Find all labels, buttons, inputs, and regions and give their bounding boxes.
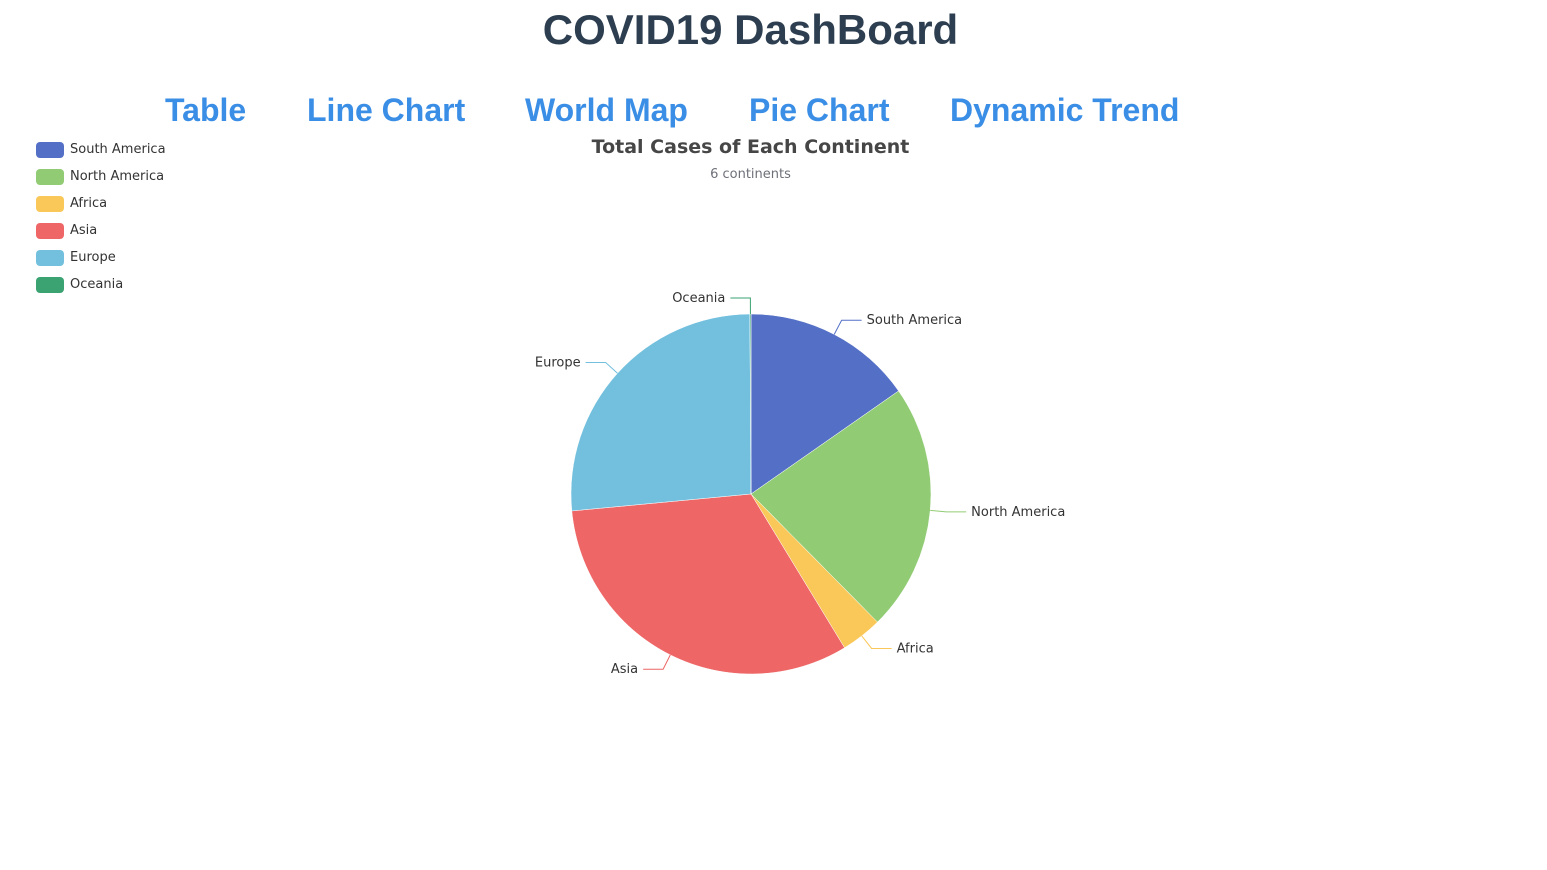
legend-item-south-america[interactable]: South America [36, 136, 166, 163]
page-title: COVID19 DashBoard [542, 6, 959, 53]
main-nav: Table Line Chart World Map Pie Chart Dyn… [0, 90, 1547, 130]
legend-item-africa[interactable]: Africa [36, 190, 166, 217]
legend-label: Europe [70, 250, 116, 265]
legend-swatch [36, 195, 64, 212]
nav-link-world-map[interactable]: World Map [525, 92, 688, 128]
pie-leader-line-asia [643, 654, 671, 670]
pie-leader-line-africa [861, 635, 892, 649]
pie-label-south-america: South America [867, 313, 963, 328]
legend-label: Asia [70, 223, 98, 238]
pie-label-north-america: North America [971, 505, 1065, 520]
pie-leader-line-europe [585, 362, 618, 374]
legend-swatch [36, 276, 64, 293]
legend-label: Oceania [70, 277, 124, 292]
legend-item-oceania[interactable]: Oceania [36, 271, 166, 298]
chart-subtitle: 6 continents [710, 167, 791, 182]
pie-label-africa: Africa [897, 641, 934, 656]
nav-link-line-chart[interactable]: Line Chart [307, 92, 466, 128]
pie-slice-europe[interactable] [570, 313, 752, 512]
legend-item-asia[interactable]: Asia [36, 217, 166, 244]
pie-label-oceania: Oceania [672, 291, 725, 306]
legend-label: North America [70, 169, 165, 184]
pie-slice-oceania[interactable] [749, 313, 752, 495]
legend-swatch [36, 168, 64, 185]
nav-link-pie-chart[interactable]: Pie Chart [749, 92, 890, 128]
legend-item-europe[interactable]: Europe [36, 244, 166, 271]
pie-slice-asia[interactable] [571, 493, 845, 675]
legend-swatch [36, 141, 64, 158]
chart-title: Total Cases of Each Continent [591, 136, 910, 158]
pie-label-asia: Asia [611, 662, 638, 677]
legend-item-north-america[interactable]: North America [36, 163, 166, 190]
legend-label: Africa [70, 196, 108, 211]
pie-slice-north-america[interactable] [750, 390, 932, 623]
pie-leader-line-south-america [833, 319, 862, 335]
pie-slice-south-america[interactable] [750, 313, 899, 495]
pie-label-europe: Europe [535, 356, 581, 371]
legend-label: South America [70, 142, 166, 157]
pie-leader-line-oceania [730, 297, 751, 315]
pie-leader-line-north-america [930, 509, 967, 513]
nav-link-dynamic-trend[interactable]: Dynamic Trend [950, 92, 1180, 128]
legend-swatch [36, 222, 64, 239]
legend-swatch [36, 249, 64, 266]
chart-legend: South America North America Africa Asia … [36, 136, 166, 298]
nav-link-table[interactable]: Table [165, 92, 247, 128]
